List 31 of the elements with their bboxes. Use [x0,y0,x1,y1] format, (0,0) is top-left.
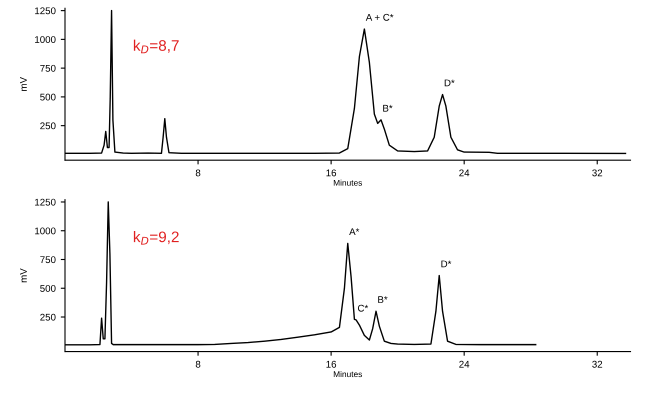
annotation: A + C* [366,14,394,21]
y-tick-label: 750 [40,256,56,264]
annotation: A* [349,228,360,236]
x-tick-label: 24 [459,360,470,368]
y-tick-label: 1000 [35,227,56,234]
annotation: B* [378,296,388,303]
annotation: k$_{D}$=8,7 [134,40,179,54]
x-tick-label: 24 [459,169,470,176]
y-axis-title: mV [20,76,27,91]
y-tick-label: 1250 [35,7,56,14]
x-axis-title: Minutes [334,371,362,378]
y-tick-label: 250 [40,314,56,321]
x-tick-label: 16 [326,169,336,176]
y-tick-label: 750 [40,64,56,72]
y-tick-label: 250 [40,122,56,130]
y-tick-label: 1250 [35,198,56,206]
y-tick-label: 1000 [35,36,56,43]
x-tick-label: 16 [326,360,336,368]
x-tick-label: 32 [592,169,602,176]
annotation: D* [441,260,452,268]
x-axis-title: Minutes [334,180,362,186]
y-tick-label: 500 [40,284,56,292]
x-tick-label: 8 [196,169,200,176]
annotation: C* [358,304,368,312]
annotation: k$_{D}$=9,2 [134,231,179,245]
x-tick-label: 32 [592,360,602,368]
annotation: B* [383,104,393,112]
x-tick-label: 8 [196,360,200,368]
annotation: D* [444,80,455,86]
y-tick-label: 500 [40,94,56,101]
y-axis-title: mV [20,268,27,282]
